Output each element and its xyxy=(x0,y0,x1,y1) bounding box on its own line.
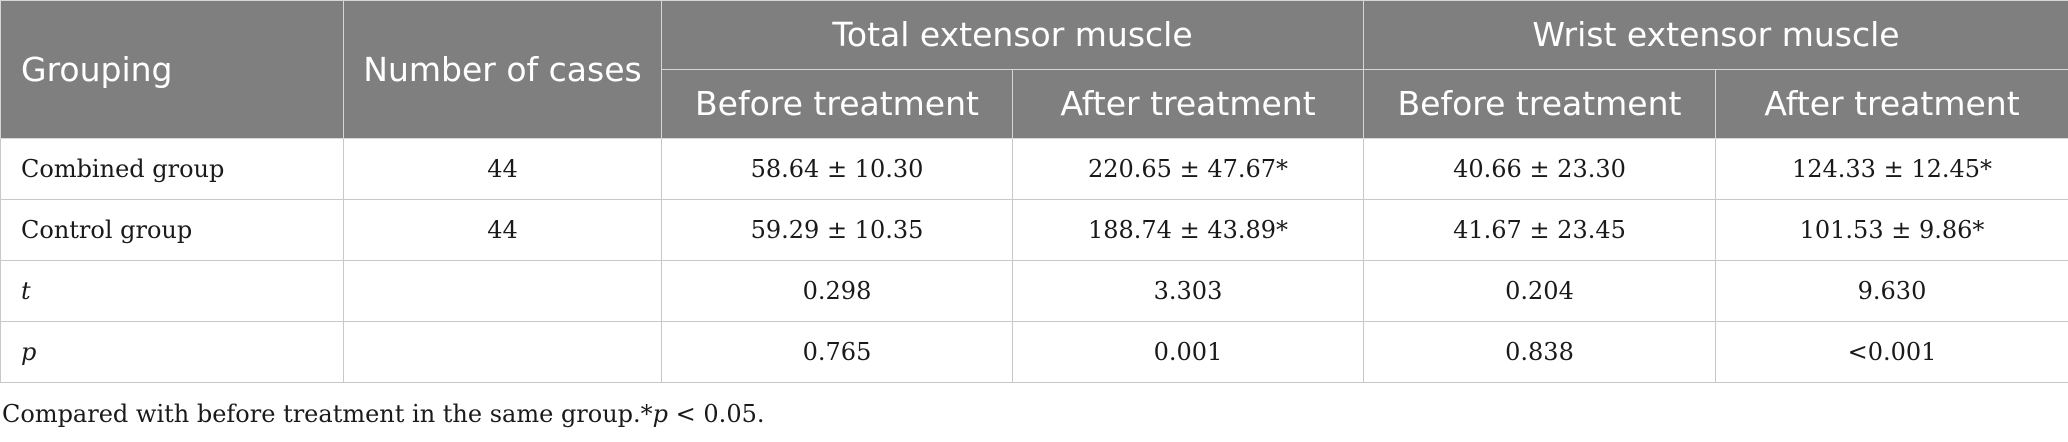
header-wrist-before-treatment: Before treatment xyxy=(1363,69,1716,139)
header-wrist-extensor-muscle: Wrist extensor muscle xyxy=(1362,0,2068,70)
cell-wrist-after: <0.001 xyxy=(1714,321,2068,383)
header-row-sub: Before treatment After treatment Before … xyxy=(1,69,2068,139)
footnote-text: Compared with before treatment in the sa… xyxy=(2,400,653,428)
cell-total-after: 220.65 ± 47.67* xyxy=(1012,138,1364,200)
header-row-top: Grouping Number of cases Total extensor … xyxy=(0,0,2068,139)
footnote-threshold: < 0.05. xyxy=(668,400,765,428)
table-footnote: Compared with before treatment in the sa… xyxy=(2,400,764,428)
header-wrist-after-treatment: After treatment xyxy=(1714,69,2068,139)
cell-total-before: 59.29 ± 10.35 xyxy=(661,199,1013,261)
header-number-of-cases: Number of cases xyxy=(343,0,662,139)
cell-wrist-before: 0.838 xyxy=(1363,321,1716,383)
cell-total-before: 0.765 xyxy=(661,321,1013,383)
cell-total-after: 188.74 ± 43.89* xyxy=(1012,199,1364,261)
cell-total-before: 0.298 xyxy=(661,260,1013,322)
cell-wrist-before: 0.204 xyxy=(1363,260,1716,322)
cell-group: Control group xyxy=(0,199,344,261)
cell-cases: 44 xyxy=(343,199,662,261)
cell-wrist-before: 41.67 ± 23.45 xyxy=(1363,199,1716,261)
cell-cases xyxy=(343,260,662,322)
header-grouping: Grouping xyxy=(0,0,344,139)
cell-wrist-after: 101.53 ± 9.86* xyxy=(1714,199,2068,261)
table-row-p-value: p 0.765 0.001 0.838 <0.001 xyxy=(0,321,2068,383)
cell-group: Combined group xyxy=(0,138,344,200)
cell-cases: 44 xyxy=(343,138,662,200)
cell-wrist-before: 40.66 ± 23.30 xyxy=(1363,138,1716,200)
table-row-control-group: Control group 44 59.29 ± 10.35 188.74 ± … xyxy=(0,199,2068,261)
results-table: Grouping Number of cases Total extensor … xyxy=(0,0,2068,383)
cell-wrist-after: 9.630 xyxy=(1714,260,2068,322)
cell-total-after: 3.303 xyxy=(1012,260,1364,322)
table-row-t-statistic: t 0.298 3.303 0.204 9.630 xyxy=(0,260,2068,322)
cell-total-before: 58.64 ± 10.30 xyxy=(661,138,1013,200)
header-total-extensor-muscle: Total extensor muscle xyxy=(661,0,1364,70)
cell-total-after: 0.001 xyxy=(1012,321,1364,383)
cell-cases xyxy=(343,321,662,383)
cell-group: p xyxy=(0,321,344,383)
header-total-after-treatment: After treatment xyxy=(1012,69,1364,139)
header-total-before-treatment: Before treatment xyxy=(661,69,1013,139)
cell-wrist-after: 124.33 ± 12.45* xyxy=(1714,138,2068,200)
table-row-combined-group: Combined group 44 58.64 ± 10.30 220.65 ±… xyxy=(0,138,2068,200)
footnote-p-symbol: p xyxy=(652,400,669,428)
cell-group: t xyxy=(0,260,344,322)
